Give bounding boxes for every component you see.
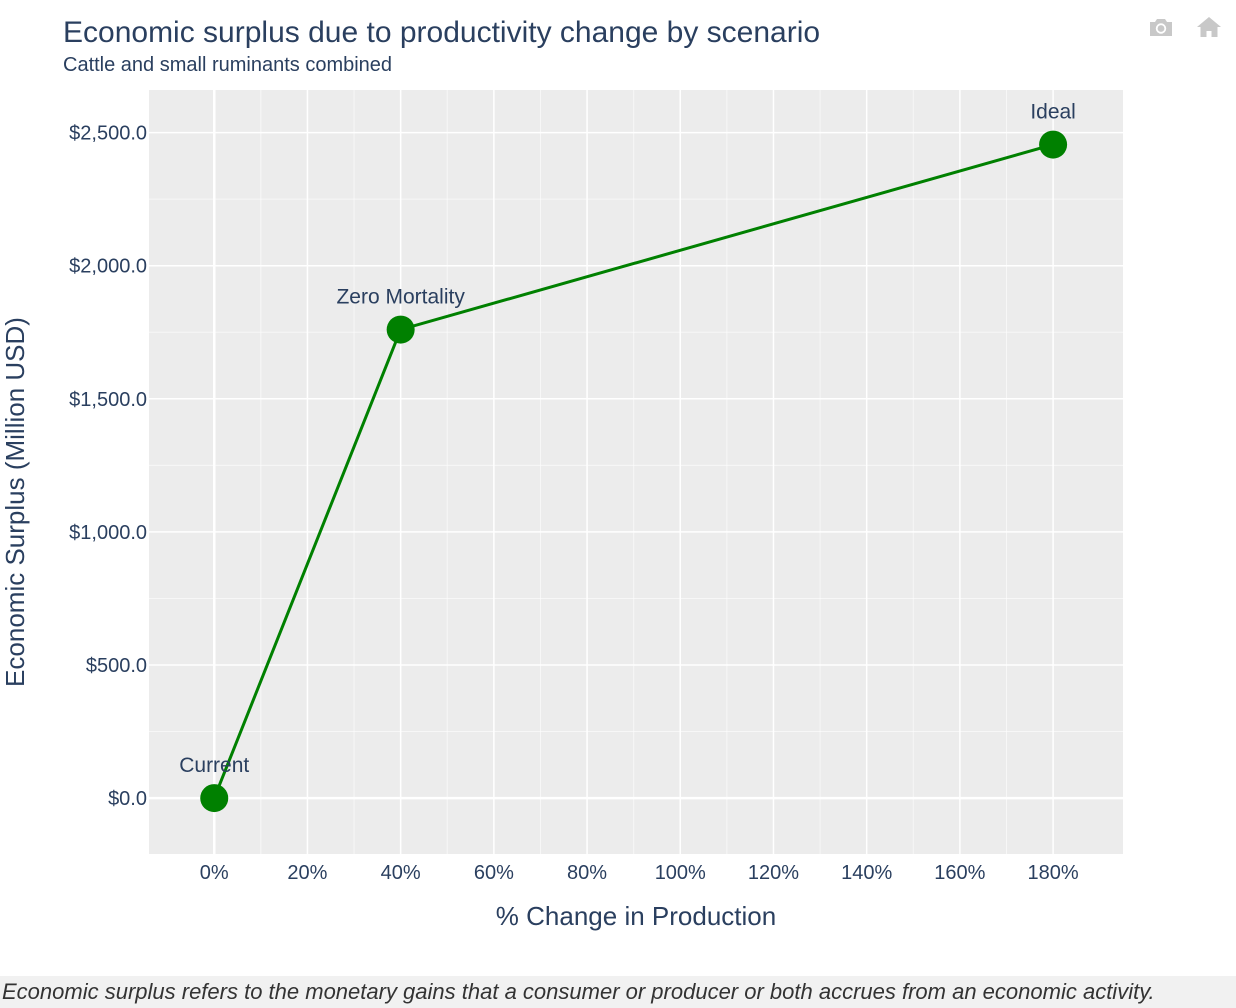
x-tick-label: 0% bbox=[200, 862, 229, 884]
x-tick-label: 180% bbox=[1028, 862, 1079, 884]
home-icon[interactable] bbox=[1196, 14, 1222, 40]
y-tick-label: $500.0 bbox=[86, 655, 147, 677]
x-tick-label: 40% bbox=[381, 862, 421, 884]
gridlines bbox=[149, 90, 1123, 854]
data-label: Current bbox=[179, 754, 249, 777]
x-tick-label: 160% bbox=[934, 862, 985, 884]
data-point[interactable] bbox=[200, 784, 229, 813]
data-point[interactable] bbox=[386, 315, 415, 344]
chart-title: Economic surplus due to productivity cha… bbox=[63, 16, 821, 49]
x-tick-label: 80% bbox=[567, 862, 607, 884]
y-tick-label: $1,500.0 bbox=[69, 389, 147, 411]
series: Current Zero Mortality Ideal bbox=[179, 101, 1076, 813]
footnote: Economic surplus refers to the monetary … bbox=[0, 976, 1236, 1008]
x-axis-title: % Change in Production bbox=[496, 901, 776, 931]
x-tick-label: 100% bbox=[655, 862, 706, 884]
y-tick-label: $1,000.0 bbox=[69, 522, 147, 544]
data-label: Zero Mortality bbox=[336, 286, 465, 309]
x-tick-label: 140% bbox=[841, 862, 892, 884]
x-tick-label: 120% bbox=[748, 862, 799, 884]
x-tick-label: 60% bbox=[474, 862, 514, 884]
y-tick-label: $2,000.0 bbox=[69, 256, 147, 278]
data-point[interactable] bbox=[1039, 130, 1068, 159]
y-axis-ticks: $0.0 $500.0 $1,000.0 $1,500.0 $2,000.0 $2,500… bbox=[69, 123, 147, 811]
x-tick-label: 20% bbox=[287, 862, 327, 884]
camera-icon[interactable] bbox=[1148, 14, 1174, 40]
y-tick-label: $2,500.0 bbox=[69, 123, 147, 145]
modebar bbox=[1148, 14, 1222, 40]
y-tick-label: $0.0 bbox=[108, 788, 147, 810]
y-axis-title: Economic Surplus (Million USD) bbox=[0, 317, 30, 687]
plot-area bbox=[149, 90, 1123, 854]
data-label: Ideal bbox=[1030, 101, 1076, 124]
chart-subtitle: Cattle and small ruminants combined bbox=[63, 54, 393, 76]
x-axis-ticks: 0% 20% 40% 60% 80% 100% 120% 140% 160% 180% bbox=[200, 862, 1079, 884]
